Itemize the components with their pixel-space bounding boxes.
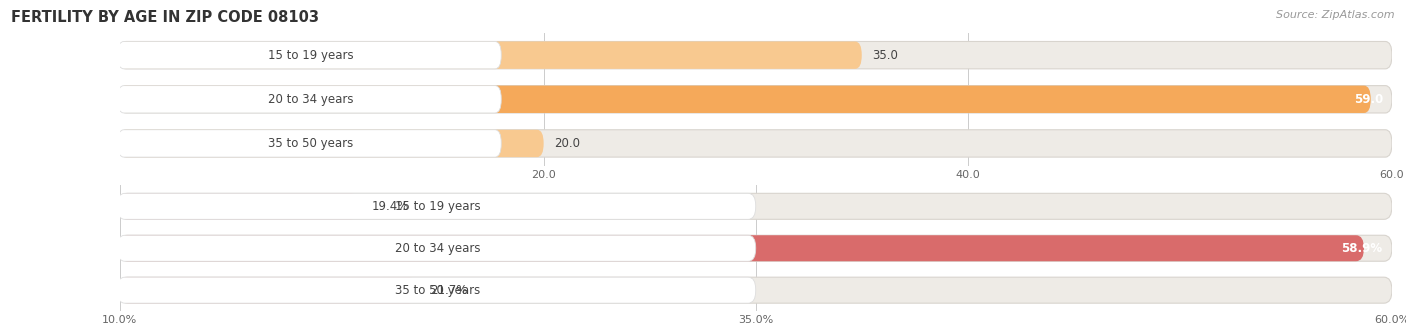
- FancyBboxPatch shape: [120, 86, 1371, 113]
- FancyBboxPatch shape: [120, 235, 1392, 261]
- FancyBboxPatch shape: [120, 193, 1392, 219]
- FancyBboxPatch shape: [120, 41, 862, 69]
- Text: 59.0: 59.0: [1354, 93, 1384, 106]
- Text: FERTILITY BY AGE IN ZIP CODE 08103: FERTILITY BY AGE IN ZIP CODE 08103: [11, 10, 319, 25]
- FancyBboxPatch shape: [120, 235, 1364, 261]
- Text: 19.4%: 19.4%: [371, 200, 409, 213]
- Text: Source: ZipAtlas.com: Source: ZipAtlas.com: [1277, 10, 1395, 20]
- FancyBboxPatch shape: [120, 130, 544, 157]
- Text: 15 to 19 years: 15 to 19 years: [267, 49, 353, 62]
- FancyBboxPatch shape: [118, 130, 501, 157]
- FancyBboxPatch shape: [120, 277, 1392, 303]
- FancyBboxPatch shape: [118, 86, 501, 113]
- FancyBboxPatch shape: [120, 41, 1392, 69]
- FancyBboxPatch shape: [120, 86, 1392, 113]
- Text: 35.0: 35.0: [872, 49, 898, 62]
- FancyBboxPatch shape: [117, 277, 756, 303]
- Text: 35 to 50 years: 35 to 50 years: [267, 137, 353, 150]
- FancyBboxPatch shape: [118, 41, 501, 69]
- FancyBboxPatch shape: [120, 130, 1392, 157]
- Text: 35 to 50 years: 35 to 50 years: [395, 284, 481, 297]
- Text: 58.9%: 58.9%: [1341, 242, 1382, 255]
- FancyBboxPatch shape: [117, 235, 756, 261]
- FancyBboxPatch shape: [120, 193, 359, 219]
- Text: 20 to 34 years: 20 to 34 years: [267, 93, 353, 106]
- Text: 20 to 34 years: 20 to 34 years: [395, 242, 481, 255]
- Text: 15 to 19 years: 15 to 19 years: [395, 200, 481, 213]
- Text: 20.0: 20.0: [554, 137, 581, 150]
- FancyBboxPatch shape: [120, 277, 418, 303]
- Text: 21.7%: 21.7%: [430, 284, 467, 297]
- FancyBboxPatch shape: [117, 193, 756, 219]
